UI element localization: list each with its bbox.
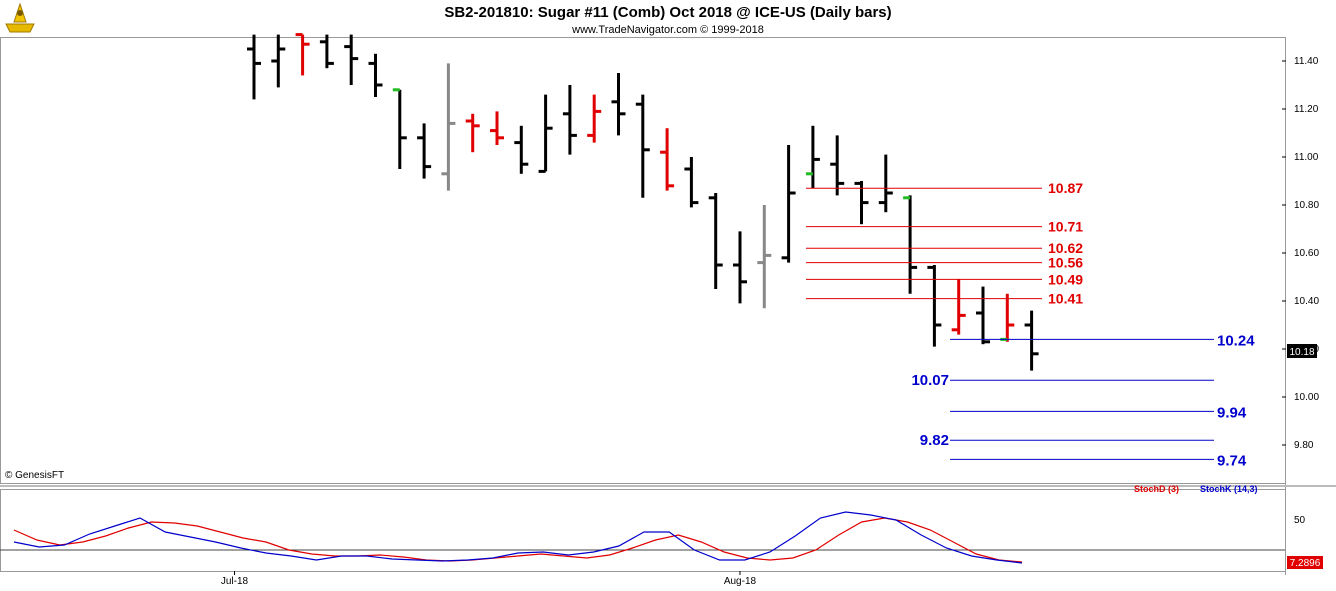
- ohlc-bar: [733, 231, 747, 304]
- level-label: 10.24: [1217, 332, 1255, 349]
- ohlc-bar: [611, 73, 626, 136]
- ohlc-bar: [1024, 310, 1039, 371]
- price-bars: [247, 33, 1039, 371]
- ohlc-bar: [951, 279, 966, 335]
- chart-title: SB2-201810: Sugar #11 (Comb) Oct 2018 @ …: [444, 4, 891, 21]
- ohlc-bar: [417, 123, 432, 179]
- stoch-tick-label: 50: [1294, 515, 1306, 526]
- level-label: 10.71: [1048, 219, 1083, 235]
- ohlc-bar: [781, 145, 796, 263]
- ohlc-bar: [319, 34, 334, 69]
- ohlc-bar: [587, 94, 602, 143]
- ohlc-bar: [514, 125, 529, 174]
- last-price-badge: 10.18: [1287, 344, 1317, 358]
- ohlc-bar: [295, 33, 310, 76]
- price-tick-label: 10.40: [1294, 296, 1319, 307]
- ohlc-bar: [660, 128, 675, 191]
- ohlc-bar: [976, 286, 990, 345]
- level-label: 10.87: [1048, 180, 1083, 196]
- ohlc-bar: [635, 94, 650, 198]
- price-tick-label: 10.00: [1294, 392, 1319, 403]
- stochastic-lines: [0, 511, 1285, 564]
- price-tick-label: 11.00: [1294, 152, 1319, 163]
- copyright-label: © GenesisFT: [5, 470, 64, 481]
- legend-stochk: StochK (14,3): [1200, 484, 1258, 494]
- ohlc-bar: [368, 53, 383, 97]
- price-tick-label: 11.40: [1294, 56, 1319, 67]
- price-tick-label: 10.60: [1294, 248, 1319, 259]
- last-price-label: 10.18: [1289, 347, 1314, 358]
- ohlc-bar: [757, 205, 772, 309]
- ohlc-bar: [344, 34, 359, 85]
- ohlc-bar: [903, 195, 918, 294]
- ohlc-bar: [490, 111, 504, 145]
- legend-stochd: StochD (3): [1134, 484, 1179, 494]
- ohlc-bar: [1000, 293, 1015, 342]
- ohlc-bar: [854, 181, 869, 225]
- level-label: 10.41: [1048, 291, 1083, 307]
- chart-subtitle: www.TradeNavigator.com © 1999-2018: [571, 24, 764, 36]
- time-tick-label: Aug-18: [724, 576, 757, 587]
- ohlc-bar: [708, 193, 723, 289]
- stoch-last-label: 7.2896: [1290, 558, 1321, 569]
- ohlc-bar: [878, 154, 893, 213]
- stoch-last-badge: 7.2896: [1287, 556, 1323, 569]
- time-axis: Jul-18 Aug-18: [221, 571, 757, 587]
- ohlc-bar: [247, 34, 261, 100]
- ohlc-bar: [805, 125, 820, 189]
- ohlc-bar: [684, 157, 699, 208]
- level-label: 10.07: [911, 372, 949, 389]
- stoch-series-line: [13, 511, 1023, 564]
- level-label: 9.74: [1217, 452, 1247, 469]
- level-label: 10.56: [1048, 255, 1083, 271]
- level-label: 10.62: [1048, 240, 1083, 256]
- ohlc-bar: [927, 265, 942, 347]
- ohlc-bar: [441, 63, 456, 191]
- ohlc-bar: [465, 113, 480, 153]
- indicator-panel-frame: [0, 489, 1286, 572]
- ohlc-bar: [538, 94, 553, 173]
- level-label: 9.94: [1217, 404, 1247, 421]
- ohlc-bar: [392, 88, 407, 169]
- app-logo-icon: [5, 2, 35, 33]
- ohlc-bar: [562, 85, 577, 155]
- level-label: 9.82: [920, 432, 949, 449]
- time-tick-label: Jul-18: [221, 576, 249, 587]
- price-axis: 11.4011.2011.0010.8010.6010.4010.2010.00…: [1282, 56, 1319, 451]
- stochastic-axis: 50: [1294, 515, 1306, 526]
- level-label: 10.49: [1048, 271, 1083, 287]
- ohlc-bar: [830, 135, 845, 196]
- price-tick-label: 11.20: [1294, 104, 1319, 115]
- price-tick-label: 10.80: [1294, 200, 1319, 211]
- ohlc-bar: [271, 34, 286, 88]
- price-tick-label: 9.80: [1294, 440, 1314, 451]
- stoch-series-line: [13, 517, 1023, 563]
